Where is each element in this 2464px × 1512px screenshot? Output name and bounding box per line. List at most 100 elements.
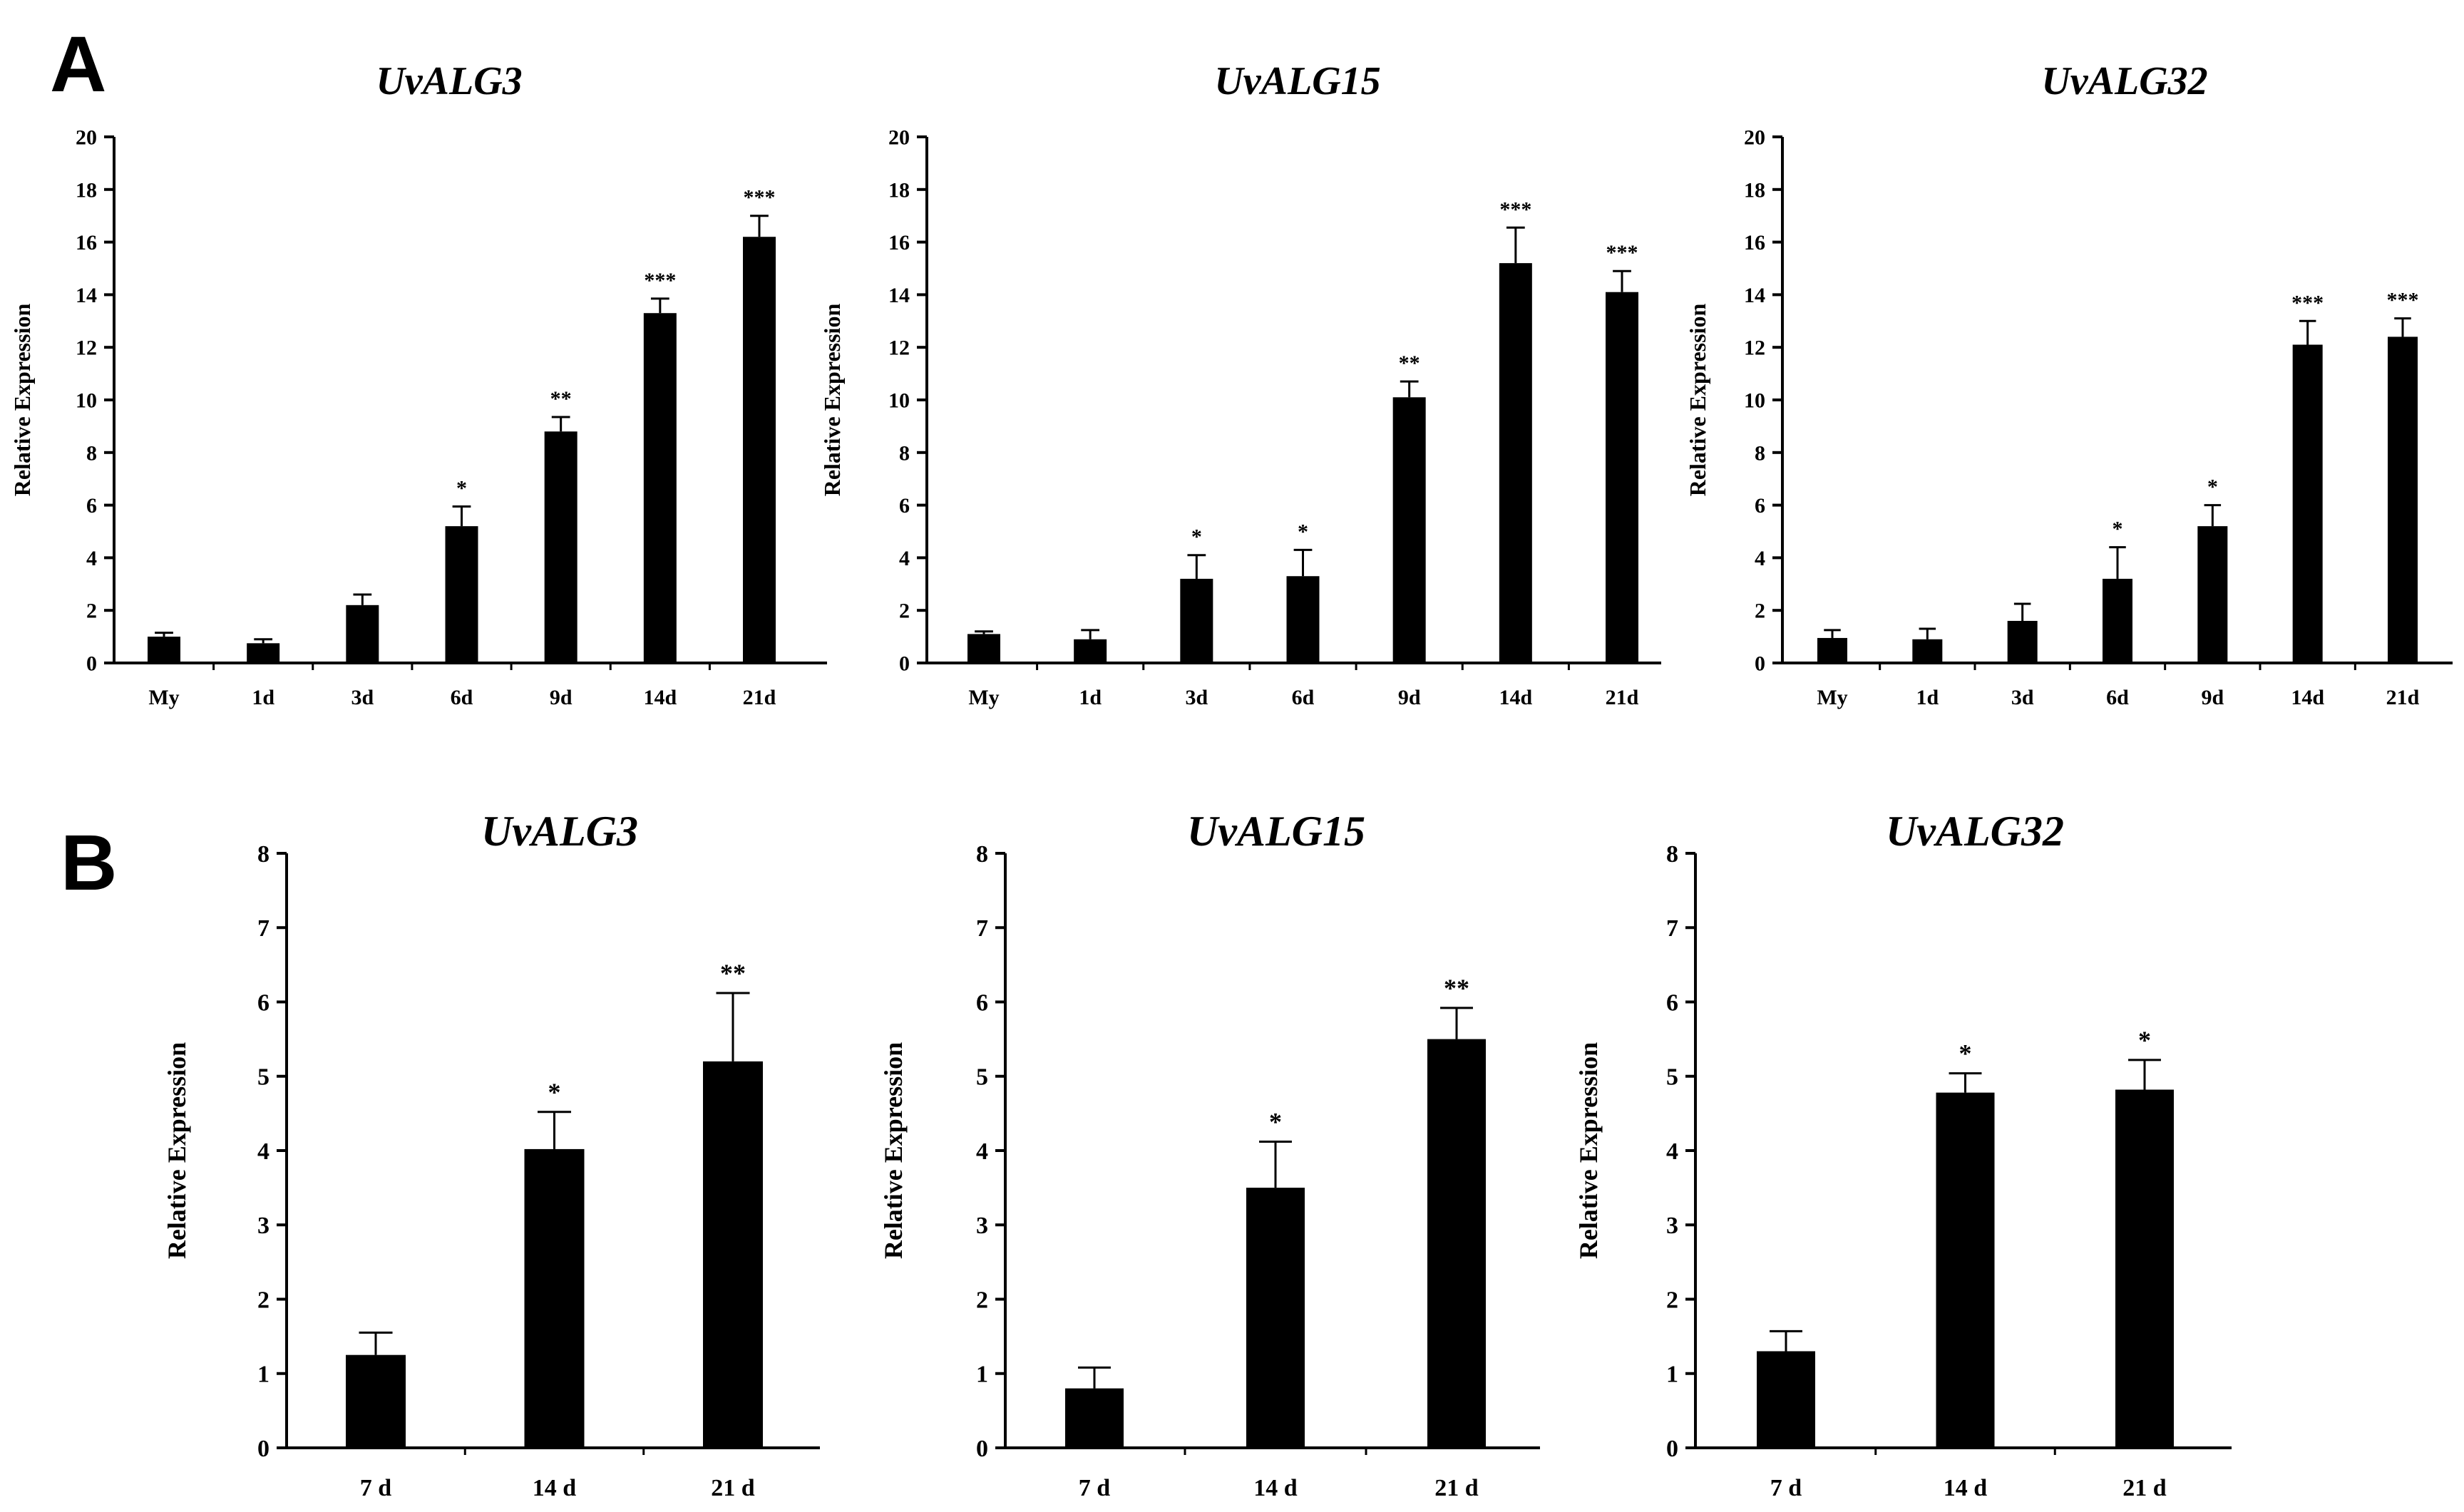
y-tick-label: 6: [1755, 494, 1765, 518]
y-axis-title: Relative Expression: [1574, 1042, 1603, 1259]
y-tick-label: 4: [899, 547, 910, 570]
category-label: 1d: [1079, 686, 1102, 709]
y-tick-label: 5: [976, 1064, 988, 1091]
panel-label-a: A: [50, 21, 106, 108]
significance-label: *: [548, 1078, 561, 1106]
y-axis-title: Relative Expression: [163, 1042, 191, 1259]
y-tick-label: 12: [1744, 336, 1765, 360]
chart-b-uvalg3: UvALG3 Relative Expression 0 1 2 3 4 5 6 7 8 7 d * 14…: [163, 808, 820, 1501]
significance-label: *: [456, 476, 467, 500]
chart-a-uvalg3: UvALG3 Relative Expression 0 2 4 6 8 10 12 14 16 18…: [9, 59, 827, 709]
y-tick-label: 4: [1755, 547, 1765, 570]
y-tick-label: 8: [1755, 441, 1765, 465]
category-label: My: [1817, 686, 1847, 709]
chart-title: UvALG32: [2041, 59, 2207, 103]
bar: [2007, 620, 2038, 663]
y-tick-label: 20: [76, 126, 97, 150]
category-label: 21d: [2386, 686, 2420, 709]
y-tick-label: 6: [976, 989, 988, 1016]
y-tick-label: 0: [257, 1436, 270, 1462]
bar: [247, 643, 280, 663]
y-tick-label: 2: [899, 600, 910, 623]
category-label: 14 d: [1253, 1475, 1298, 1501]
y-tick-label: 3: [976, 1213, 988, 1239]
category-label: 9d: [2201, 686, 2224, 709]
y-tick-label: 0: [1755, 652, 1765, 676]
y-tick-label: 5: [257, 1064, 270, 1091]
category-label: My: [968, 686, 999, 709]
y-tick-label: 8: [1666, 841, 1678, 868]
bar: [1180, 578, 1213, 663]
bar: [743, 237, 776, 664]
y-tick-label: 14: [1744, 284, 1765, 307]
significance-label: *: [1298, 520, 1308, 543]
chart-title: UvALG15: [1214, 59, 1380, 103]
significance-label: **: [1444, 974, 1469, 1002]
category-label: 1d: [252, 686, 274, 709]
significance-label: *: [2113, 518, 2123, 541]
category-label: 7 d: [1770, 1475, 1802, 1501]
category-label: 21 d: [2122, 1475, 2167, 1501]
category-label: 1d: [1916, 686, 1939, 709]
bar: [643, 313, 677, 663]
y-tick-label: 3: [257, 1213, 270, 1239]
y-tick-label: 6: [1666, 989, 1678, 1016]
category-label: 7 d: [1079, 1475, 1111, 1501]
y-tick-label: 18: [1744, 178, 1765, 202]
y-tick-label: 20: [888, 126, 910, 150]
bar: [1912, 639, 1943, 663]
bar: [445, 526, 478, 663]
bar: [544, 431, 578, 663]
y-tick-label: 1: [1666, 1362, 1678, 1388]
significance-label: **: [550, 387, 572, 411]
y-tick-label: 18: [76, 178, 97, 202]
category-label: 21 d: [1434, 1475, 1479, 1501]
y-tick-label: 6: [257, 989, 270, 1016]
y-tick-label: 2: [257, 1287, 270, 1313]
chart-b-uvalg15: UvALG15 Relative Expression 0 1 2 3 4 5 6 7 8 7 d * 1…: [879, 808, 1540, 1501]
bar: [1065, 1388, 1124, 1448]
bar: [1074, 639, 1107, 663]
y-tick-label: 0: [899, 652, 910, 676]
y-tick-label: 6: [86, 494, 97, 518]
category-label: 3d: [1185, 686, 1208, 709]
y-tick-label: 3: [1666, 1213, 1678, 1239]
y-tick-label: 2: [1755, 600, 1765, 623]
y-tick-label: 0: [1666, 1436, 1678, 1462]
y-axis-title: Relative Expression: [879, 1042, 908, 1259]
significance-label: ***: [644, 269, 676, 292]
category-label: 9d: [1398, 686, 1421, 709]
significance-label: *: [1191, 525, 1202, 549]
bar: [346, 1354, 406, 1448]
y-tick-label: 0: [976, 1436, 988, 1462]
category-label: 6d: [2106, 686, 2129, 709]
bar: [1427, 1039, 1486, 1448]
category-label: 6d: [1292, 686, 1315, 709]
bar: [1286, 576, 1320, 663]
y-tick-label: 10: [1744, 389, 1765, 413]
category-label: 3d: [351, 686, 374, 709]
bar: [148, 637, 180, 663]
y-tick-label: 12: [888, 336, 910, 360]
category-label: 21 d: [711, 1475, 755, 1501]
category-label: 21d: [1606, 686, 1639, 709]
chart-a-uvalg15: UvALG15 Relative Expression 0 2 4 6 8 10 12 14 16 1…: [819, 59, 1661, 709]
category-label: 7 d: [360, 1475, 392, 1501]
bar: [1757, 1351, 1815, 1448]
y-tick-label: 7: [1666, 915, 1678, 942]
y-tick-label: 8: [257, 841, 270, 868]
y-tick-label: 10: [888, 389, 910, 413]
y-tick-label: 16: [888, 231, 910, 254]
bar: [1499, 263, 1532, 663]
y-tick-label: 10: [76, 389, 97, 413]
category-label: 14 d: [533, 1475, 577, 1501]
y-tick-label: 8: [86, 441, 97, 465]
y-tick-label: 8: [976, 841, 988, 868]
chart-title: UvALG3: [376, 59, 522, 103]
chart-title: UvALG32: [1886, 808, 2064, 855]
y-tick-label: 12: [76, 336, 97, 360]
bar: [2115, 1089, 2174, 1448]
y-tick-label: 8: [899, 441, 910, 465]
